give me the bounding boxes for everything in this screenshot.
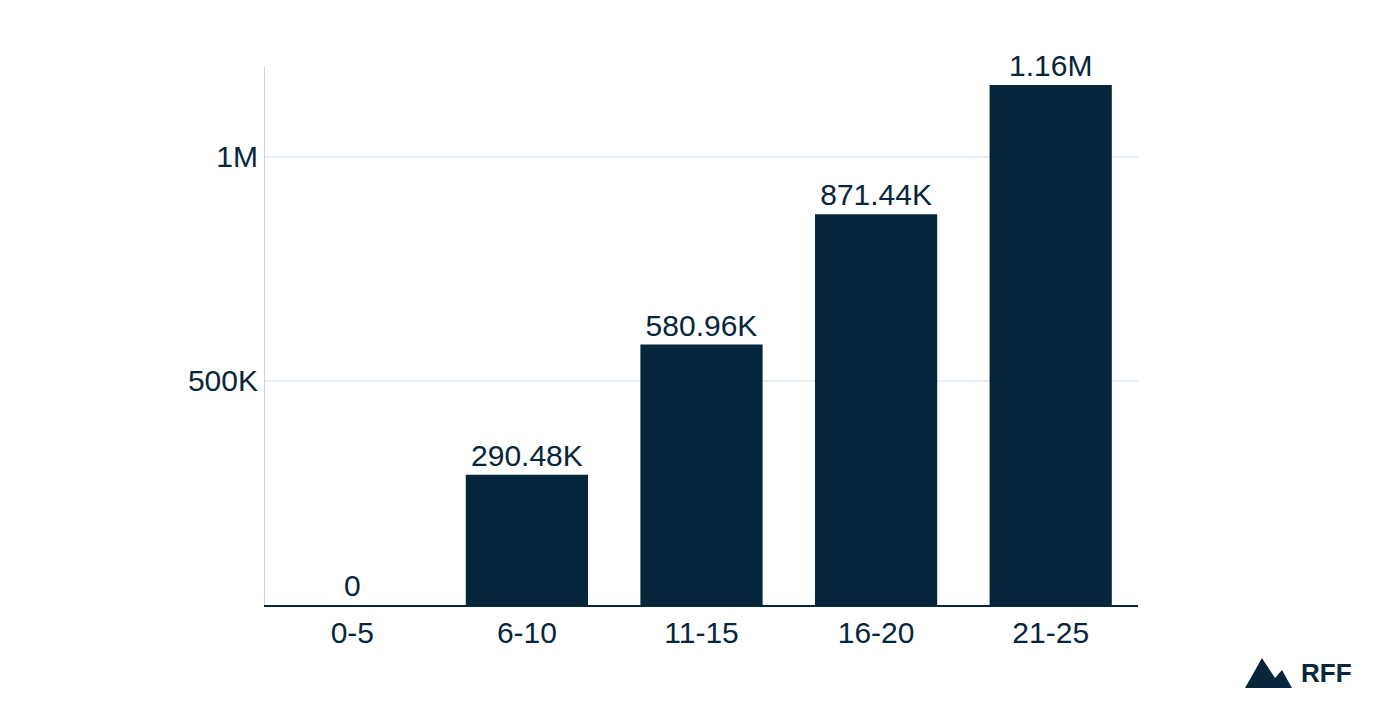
svg-text:1M: 1M: [216, 140, 258, 173]
svg-text:0: 0: [344, 569, 361, 602]
svg-text:0-5: 0-5: [331, 616, 374, 649]
svg-text:500K: 500K: [188, 364, 258, 397]
svg-text:6-10: 6-10: [497, 616, 557, 649]
svg-text:290.48K: 290.48K: [471, 439, 583, 472]
svg-text:21-25: 21-25: [1012, 616, 1089, 649]
svg-text:11-15: 11-15: [664, 616, 739, 649]
svg-text:1.16M: 1.16M: [1009, 49, 1092, 82]
svg-text:871.44K: 871.44K: [820, 178, 932, 211]
svg-text:580.96K: 580.96K: [646, 309, 758, 342]
svg-text:RFF: RFF: [1301, 658, 1352, 688]
svg-text:16-20: 16-20: [838, 616, 915, 649]
